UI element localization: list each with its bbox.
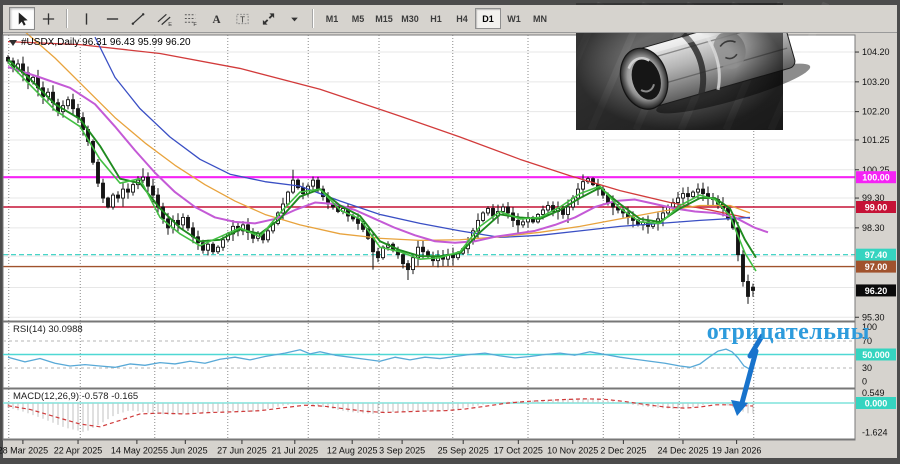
tool-trendline-button[interactable] — [125, 7, 151, 30]
text-icon: A — [212, 14, 221, 26]
price-chip-97.00: 97.00 — [856, 260, 896, 273]
arrows-icon — [262, 12, 274, 25]
tool-vertical-line-button[interactable] — [73, 7, 99, 30]
tool-fibonacci-button[interactable]: F — [177, 7, 203, 30]
price-chip-96.20: 96.20 — [856, 284, 896, 297]
svg-text:17 Oct 2025: 17 Oct 2025 — [494, 446, 543, 456]
macd-indicator-label: MACD(12,26,9) -0.578 -0.165 — [13, 391, 139, 402]
svg-text:24 Dec 2025: 24 Dec 2025 — [657, 446, 708, 456]
svg-text:5 Jun 2025: 5 Jun 2025 — [163, 446, 208, 456]
svg-text:F: F — [193, 22, 197, 27]
down-arrow-annotation[interactable] — [731, 333, 765, 416]
svg-text:21 Jul 2025: 21 Jul 2025 — [272, 446, 319, 456]
fibonacci-icon: F — [184, 13, 197, 27]
svg-text:103.20: 103.20 — [862, 77, 890, 87]
equidistant-channel-icon: E — [157, 13, 172, 27]
svg-text:100: 100 — [862, 322, 877, 332]
svg-text:50.000: 50.000 — [862, 350, 890, 360]
price-scale-ticks: 104.20 103.20 102.20 101.25 100.25 99.30 98.30… — [855, 47, 890, 322]
svg-text:2 Dec 2025: 2 Dec 2025 — [600, 446, 646, 456]
vertical-line-icon — [85, 12, 87, 25]
symbol-info-line[interactable]: #USDX,Daily 96.31 96.43 95.99 96.20 — [9, 37, 191, 48]
tool-crosshair-button[interactable] — [35, 7, 61, 30]
svg-text:27 Jun 2025: 27 Jun 2025 — [217, 446, 267, 456]
price-chip-97.40: 97.40 — [856, 248, 896, 261]
svg-text:0.549: 0.549 — [862, 388, 885, 398]
svg-text:97.40: 97.40 — [865, 250, 888, 260]
date-axis-labels: 28 Mar 2025 22 Apr 2025 14 May 2025 5 Jun 2… — [0, 440, 761, 456]
svg-text:28 Mar 2025: 28 Mar 2025 — [0, 446, 48, 456]
svg-text:30: 30 — [862, 363, 872, 373]
timeframe-m15-button[interactable]: M15 — [371, 8, 397, 29]
svg-text:A: A — [212, 14, 221, 26]
timeframe-mn-button[interactable]: MN — [527, 8, 553, 29]
svg-text:E: E — [168, 22, 172, 27]
trendline-icon — [131, 12, 144, 25]
cursor-icon — [18, 11, 28, 26]
tool-horizontal-line-button[interactable] — [99, 7, 125, 30]
svg-text:3 Sep 2025: 3 Sep 2025 — [379, 446, 425, 456]
text-label-icon: T — [235, 13, 249, 24]
svg-text:100.25: 100.25 — [862, 165, 890, 175]
price-scale[interactable] — [855, 35, 897, 458]
timeframe-m5-button[interactable]: M5 — [345, 8, 371, 29]
price-chip-99.00: 99.00 — [856, 201, 896, 213]
rsi-indicator-label: RSI(14) 30.0988 — [13, 324, 83, 335]
svg-text:14 May 2025: 14 May 2025 — [111, 446, 163, 456]
tool-cursor-button[interactable] — [9, 7, 35, 30]
timeframe-w1-button[interactable]: W1 — [501, 8, 527, 29]
tool-arrows-button[interactable] — [255, 7, 281, 30]
svg-text:25 Sep 2025: 25 Sep 2025 — [438, 446, 489, 456]
tool-text-label-button[interactable]: T — [229, 7, 255, 30]
svg-text:101.25: 101.25 — [862, 135, 890, 145]
svg-text:99.00: 99.00 — [865, 203, 888, 213]
dropdown-icon — [290, 17, 298, 21]
svg-text:95.30: 95.30 — [862, 312, 885, 322]
svg-text:98.30: 98.30 — [862, 223, 885, 233]
macd-signal-line — [7, 398, 754, 428]
toolbar: E F A T M1 M5 M15 M30 H1 H4 D1 W1 MN — [3, 5, 897, 33]
svg-text:10 Nov 2025: 10 Nov 2025 — [547, 446, 598, 456]
svg-text:99.30: 99.30 — [862, 193, 885, 203]
chart-border — [2, 34, 856, 441]
toolbar-separator — [66, 9, 68, 28]
red-ma-line — [7, 40, 751, 219]
green-fast-line — [7, 61, 757, 272]
toolbar-separator — [312, 9, 314, 28]
blue-ma-line — [94, 36, 751, 239]
svg-text:-1.624: -1.624 — [862, 428, 888, 438]
price-chip-100.00: 100.00 — [856, 171, 896, 184]
orange-ma-line — [25, 32, 751, 242]
svg-text:100.00: 100.00 — [862, 173, 890, 183]
timeframe-m30-button[interactable]: M30 — [397, 8, 423, 29]
timeframe-h4-button[interactable]: H4 — [449, 8, 475, 29]
svg-text:0.000: 0.000 — [865, 399, 888, 409]
purple-ma-line — [7, 65, 769, 244]
crosshair-icon — [42, 12, 54, 25]
horizontal-line-icon — [106, 17, 118, 20]
annotation-text[interactable]: отрицательны — [706, 319, 870, 345]
ohlc-text: #USDX,Daily 96.31 96.43 95.99 96.20 — [21, 37, 191, 48]
svg-text:102.20: 102.20 — [862, 107, 890, 117]
tool-dropdown-button[interactable] — [281, 7, 307, 30]
timeframe-m1-button[interactable]: M1 — [319, 8, 345, 29]
svg-text:70: 70 — [862, 336, 872, 346]
rsi-line — [7, 348, 754, 371]
svg-text:22 Apr 2025: 22 Apr 2025 — [54, 446, 103, 456]
svg-text:104.20: 104.20 — [862, 47, 890, 57]
svg-text:12 Aug 2025: 12 Aug 2025 — [327, 446, 378, 456]
chevron-down-icon[interactable] — [9, 39, 17, 46]
svg-text:0: 0 — [862, 377, 867, 387]
svg-text:19 Jan 2026: 19 Jan 2026 — [712, 446, 762, 456]
date-axis[interactable] — [3, 440, 855, 458]
tool-equidistant-channel-button[interactable]: E — [151, 7, 177, 30]
svg-text:T: T — [240, 15, 245, 24]
tool-text-button[interactable]: A — [203, 7, 229, 30]
svg-text:96.20: 96.20 — [865, 286, 888, 296]
timeframe-d1-button[interactable]: D1 — [475, 8, 501, 29]
svg-text:97.00: 97.00 — [865, 262, 888, 272]
timeframe-h1-button[interactable]: H1 — [423, 8, 449, 29]
